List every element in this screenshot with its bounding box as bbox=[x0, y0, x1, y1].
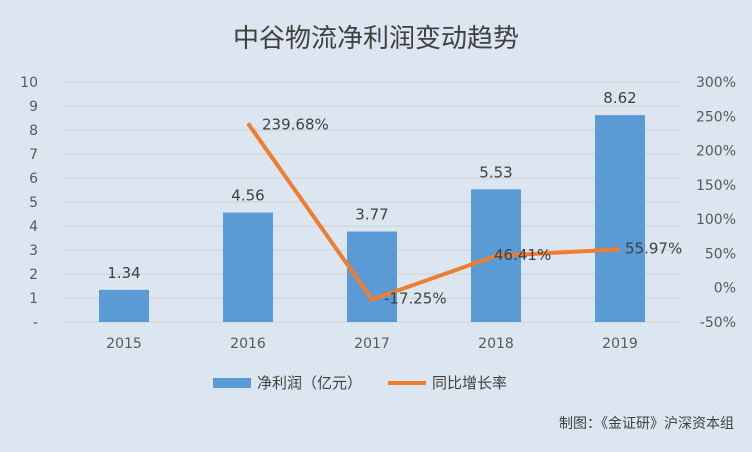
left-tick-label: 6 bbox=[29, 171, 38, 187]
x-tick-label: 2018 bbox=[478, 336, 514, 352]
right-tick-label: 250% bbox=[696, 109, 736, 125]
left-axis-ticks: - 1 2 3 4 5 6 7 8 9 10 bbox=[20, 75, 38, 331]
right-tick-label: 200% bbox=[696, 144, 736, 160]
line-data-label: 239.68% bbox=[262, 115, 329, 133]
right-axis-ticks: -50% 0% 50% 100% 150% 200% 250% 300% bbox=[696, 75, 736, 331]
x-tick-label: 2015 bbox=[106, 336, 142, 352]
bar-data-label: 3.77 bbox=[355, 206, 388, 224]
growth-rate-line bbox=[246, 122, 621, 302]
chart-title: 中谷物流净利润变动趋势 bbox=[233, 24, 519, 54]
left-tick-label: 3 bbox=[29, 243, 38, 259]
left-tick-label: 2 bbox=[29, 267, 38, 283]
line-data-label: 46.41% bbox=[494, 246, 551, 264]
right-tick-label: 50% bbox=[705, 246, 736, 262]
right-tick-label: 300% bbox=[696, 75, 736, 91]
right-tick-label: -50% bbox=[700, 315, 736, 331]
left-tick-label: 1 bbox=[29, 291, 38, 307]
left-tick-label: 5 bbox=[29, 195, 38, 211]
x-tick-label: 2016 bbox=[230, 336, 266, 352]
bar bbox=[99, 289, 149, 322]
right-tick-label: 100% bbox=[696, 212, 736, 228]
x-axis-ticks: 2015 2016 2017 2018 2019 bbox=[106, 336, 638, 352]
left-tick-label: 10 bbox=[20, 75, 38, 91]
left-tick-label: 9 bbox=[29, 99, 38, 115]
right-tick-label: 150% bbox=[696, 178, 736, 194]
x-tick-label: 2017 bbox=[354, 336, 390, 352]
left-tick-label: 8 bbox=[29, 123, 38, 139]
x-tick-label: 2019 bbox=[602, 336, 638, 352]
source-note: 制图：《金证研》沪深资本组 bbox=[559, 416, 734, 432]
line-data-label: -17.25% bbox=[384, 290, 447, 308]
bar-data-label: 4.56 bbox=[231, 187, 264, 205]
legend-label-bar: 净利润（亿元） bbox=[257, 374, 362, 392]
legend-label-line: 同比增长率 bbox=[432, 374, 507, 392]
left-tick-label: - bbox=[33, 315, 38, 331]
line-data-label: 55.97% bbox=[625, 239, 682, 257]
line-data-labels: 239.68% -17.25% 46.41% 55.97% bbox=[262, 115, 682, 307]
legend: 净利润（亿元） 同比增长率 bbox=[213, 374, 507, 392]
left-tick-label: 7 bbox=[29, 147, 38, 163]
bar-data-label: 1.34 bbox=[107, 264, 140, 282]
bar-data-label: 5.53 bbox=[479, 163, 512, 181]
grid-lines bbox=[62, 81, 682, 323]
line-series bbox=[246, 122, 621, 302]
legend-swatch-bar bbox=[213, 378, 251, 388]
right-tick-label: 0% bbox=[714, 281, 736, 297]
bar bbox=[223, 212, 273, 322]
left-tick-label: 4 bbox=[29, 219, 38, 235]
bar bbox=[595, 115, 645, 323]
bar-data-label: 8.62 bbox=[603, 89, 636, 107]
bar-data-labels: 1.34 4.56 3.77 5.53 8.62 bbox=[107, 89, 636, 282]
